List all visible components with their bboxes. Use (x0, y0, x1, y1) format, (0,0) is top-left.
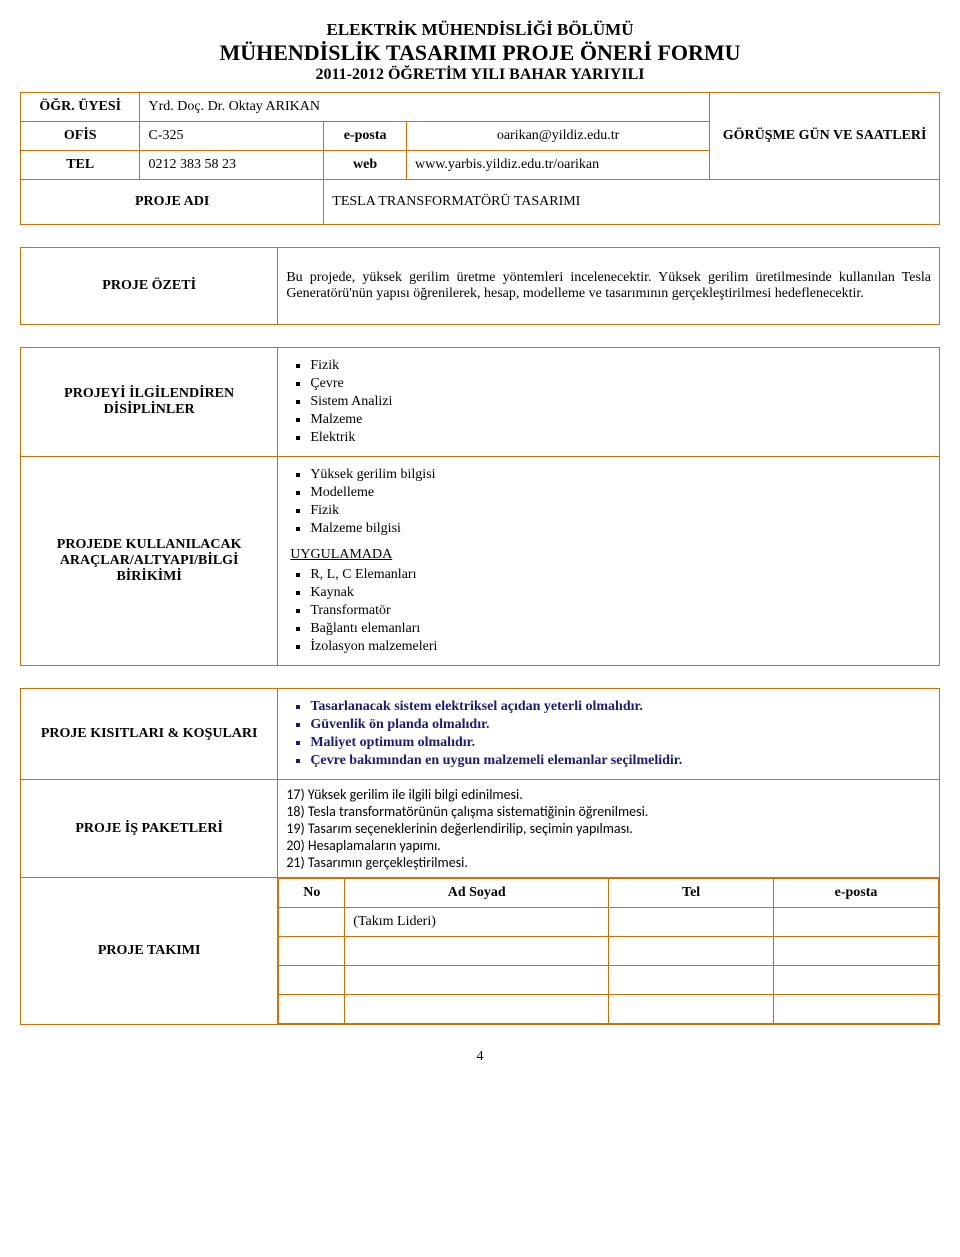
ozet-table: PROJE ÖZETİ Bu projede, yüksek gerilim ü… (20, 247, 940, 325)
is-paketi-item: 18) Tesla transformatörünün çalışma sist… (286, 803, 931, 820)
list-item: Sistem Analizi (310, 394, 931, 410)
team-header-eposta: e-posta (774, 879, 939, 908)
team-row (279, 966, 939, 995)
is-paketleri-label: PROJE İŞ PAKETLERİ (21, 780, 278, 878)
uygulama-title: UYGULAMADA (290, 547, 931, 563)
page-number: 4 (20, 1049, 940, 1065)
eposta-label: e-posta (324, 122, 407, 151)
gorusme-label: GÖRÜŞME GÜN VE SAATLERİ (710, 93, 940, 180)
team-header-no: No (279, 879, 345, 908)
list-item: Maliyet optimum olmalıdır. (310, 735, 931, 751)
list-item: Güvenlik ön planda olmalıdır. (310, 717, 931, 733)
disiplinler-araclar-table: PROJEYİ İLGİLENDİREN DİSİPLİNLER Fizik Çe… (20, 347, 940, 666)
is-paketi-item: 17) Yüksek gerilim ile ilgili bilgi edin… (286, 786, 931, 803)
info-table: ÖĞR. ÜYESİ Yrd. Doç. Dr. Oktay ARIKAN GÖ… (20, 92, 940, 225)
list-item: İzolasyon malzemeleri (310, 639, 931, 655)
ogr-uyesi-label: ÖĞR. ÜYESİ (21, 93, 140, 122)
kisit-is-takim-table: PROJE KISITLARI & KOŞULARI Tasarlanacak … (20, 688, 940, 1025)
team-table: No Ad Soyad Tel e-posta (Takım Lideri) (278, 878, 939, 1024)
list-item: Kaynak (310, 585, 931, 601)
list-item: Yüksek gerilim bilgisi (310, 467, 931, 483)
takim-label: PROJE TAKIMI (21, 878, 278, 1025)
list-item: R, L, C Elemanları (310, 567, 931, 583)
kisitlar-cell: Tasarlanacak sistem elektriksel açıdan y… (278, 689, 940, 780)
takim-cell: No Ad Soyad Tel e-posta (Takım Lideri) (278, 878, 940, 1025)
team-row: (Takım Lideri) (279, 908, 939, 937)
list-item: Çevre bakımından en uygun malzemeli elem… (310, 753, 931, 769)
team-row (279, 995, 939, 1024)
list-item: Fizik (310, 358, 931, 374)
year-line: 2011-2012 ÖĞRETİM YILI BAHAR YARIYILI (20, 66, 940, 84)
eposta-value: oarikan@yildiz.edu.tr (406, 122, 709, 151)
list-item: Çevre (310, 376, 931, 392)
is-paketleri-cell: 17) Yüksek gerilim ile ilgili bilgi edin… (278, 780, 940, 878)
ozet-text: Bu projede, yüksek gerilim üretme yöntem… (278, 248, 940, 325)
list-item: Malzeme bilgisi (310, 521, 931, 537)
is-paketi-item: 19) Tasarım seçeneklerinin değerlendiril… (286, 820, 931, 837)
web-value: www.yarbis.yildiz.edu.tr/oarikan (406, 151, 709, 180)
team-header-tel: Tel (609, 879, 774, 908)
list-item: Elektrik (310, 430, 931, 446)
proje-adi-value: TESLA TRANSFORMATÖRÜ TASARIMI (324, 180, 940, 225)
disiplinler-label: PROJEYİ İLGİLENDİREN DİSİPLİNLER (21, 348, 278, 457)
team-header-ad: Ad Soyad (345, 879, 609, 908)
department-title: ELEKTRİK MÜHENDİSLİĞİ BÖLÜMÜ (20, 20, 940, 40)
list-item: Bağlantı elemanları (310, 621, 931, 637)
is-paketi-item: 21) Tasarımın gerçekleştirilmesi. (286, 854, 931, 871)
list-item: Malzeme (310, 412, 931, 428)
list-item: Tasarlanacak sistem elektriksel açıdan y… (310, 699, 931, 715)
kisitlar-label: PROJE KISITLARI & KOŞULARI (21, 689, 278, 780)
ofis-label: OFİS (21, 122, 140, 151)
ogr-uyesi-value: Yrd. Doç. Dr. Oktay ARIKAN (140, 93, 710, 122)
araclar-label: PROJEDE KULLANILACAK ARAÇLAR/ALTYAPI/BİL… (21, 457, 278, 666)
form-title: MÜHENDİSLİK TASARIMI PROJE ÖNERİ FORMU (20, 40, 940, 66)
team-row (279, 937, 939, 966)
list-item: Modelleme (310, 485, 931, 501)
tel-value: 0212 383 58 23 (140, 151, 324, 180)
list-item: Transformatör (310, 603, 931, 619)
proje-adi-label: PROJE ADI (21, 180, 324, 225)
araclar-cell: Yüksek gerilim bilgisi Modelleme Fizik Malz… (278, 457, 940, 666)
team-lider-note: (Takım Lideri) (345, 908, 609, 937)
ozet-label: PROJE ÖZETİ (21, 248, 278, 325)
disiplinler-cell: Fizik Çevre Sistem Analizi Malzeme Elektrik (278, 348, 940, 457)
web-label: web (324, 151, 407, 180)
list-item: Fizik (310, 503, 931, 519)
is-paketi-item: 20) Hesaplamaların yapımı. (286, 837, 931, 854)
tel-label: TEL (21, 151, 140, 180)
ofis-value: C-325 (140, 122, 324, 151)
